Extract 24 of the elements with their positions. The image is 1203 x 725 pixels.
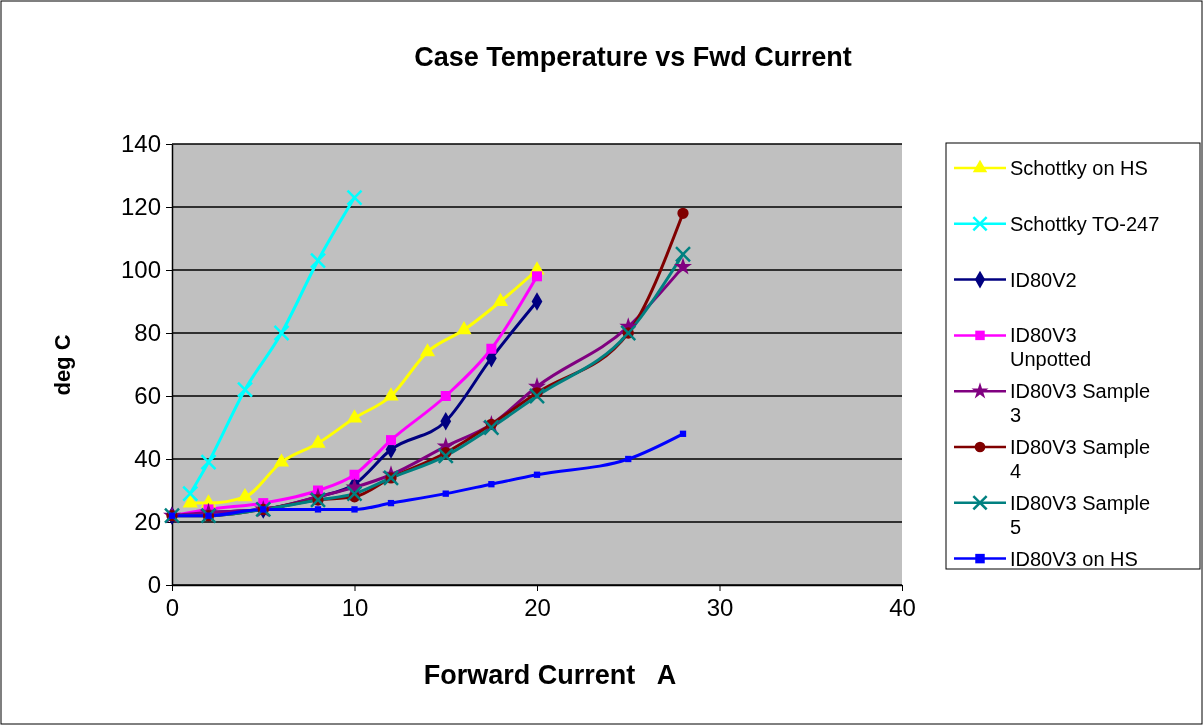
y-tick-label: 80: [134, 319, 161, 347]
x-tick-label: 30: [706, 593, 734, 621]
y-tick-label: 20: [134, 508, 161, 536]
y-tick-label: 40: [134, 445, 161, 473]
legend-label: ID80V3 on HS: [1010, 547, 1138, 570]
legend-label: ID80V2: [1010, 268, 1077, 291]
x-tick-label: 20: [524, 593, 551, 621]
legend-label: ID80V3 Sample 3: [1010, 380, 1151, 427]
y-tick-label: 140: [120, 130, 161, 158]
legend-label: ID80V3 Sample 4: [1010, 436, 1151, 482]
y-tick-label: 120: [120, 193, 161, 221]
legend-label: ID80V3 Sample 5: [1010, 491, 1151, 538]
x-axis-title: Forward Current A: [423, 660, 677, 690]
chart-title: Case Temperature vs Fwd Current: [414, 42, 852, 72]
x-tick-label: 40: [889, 593, 916, 621]
legend-label: ID80V3 Unpotted: [1010, 324, 1092, 371]
y-tick-label: 60: [134, 382, 161, 410]
y-tick-label: 0: [147, 571, 161, 599]
y-tick-label: 100: [120, 256, 161, 284]
y-axis-title: deg C: [50, 334, 75, 396]
legend-label: Schottky on HS: [1010, 157, 1148, 179]
x-tick-label: 10: [341, 593, 369, 621]
x-tick-label: 0: [165, 593, 180, 621]
legend-label: Schottky TO-247: [1010, 212, 1160, 235]
